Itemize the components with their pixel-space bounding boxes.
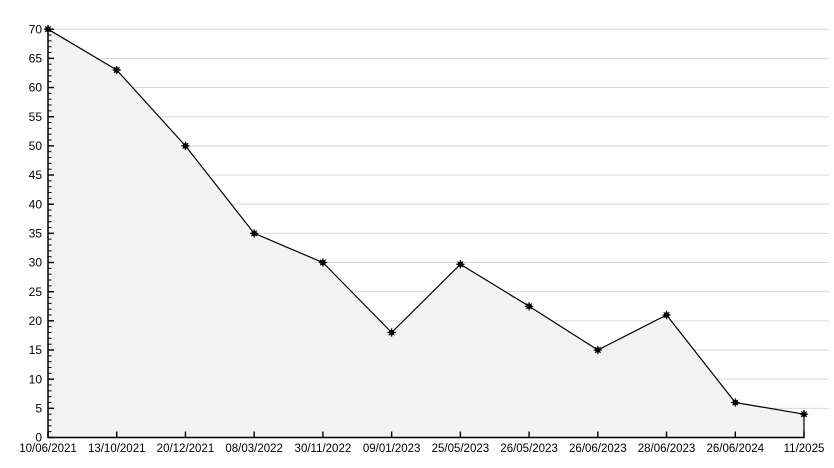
data-point-marker: [43, 25, 53, 34]
x-tick-label: 10/06/2021: [19, 443, 77, 455]
area-fill: [48, 29, 804, 438]
y-tick-label: 35: [29, 227, 43, 241]
x-tick-label: 08/03/2022: [225, 443, 283, 455]
axis-lines: [47, 26, 805, 439]
y-tick-label: 15: [29, 343, 43, 357]
y-tick-label: 40: [29, 197, 43, 211]
x-tick-label: 26/05/2023: [500, 443, 558, 455]
data-point-marker: [181, 141, 190, 151]
x-tick-label: 26/06/2024: [706, 443, 764, 455]
data-point-marker: [249, 229, 259, 238]
y-tick-label: 70: [29, 22, 43, 36]
data-point-marker: [112, 65, 121, 75]
data-point-marker: [456, 260, 465, 269]
x-tick-label: 30/11/2022: [295, 443, 352, 455]
y-tick-label: 60: [29, 81, 43, 95]
y-tick-label: 25: [29, 285, 43, 299]
y-tick-label: 10: [29, 372, 43, 386]
data-point-marker: [318, 258, 328, 267]
x-tick-label: 11/2025: [784, 443, 825, 455]
data-point-marker: [524, 302, 534, 311]
data-point-marker: [662, 310, 671, 320]
x-tick-label: 26/06/2023: [569, 443, 627, 455]
y-tick-label: 45: [29, 168, 43, 182]
data-point-marker: [731, 398, 740, 407]
y-tick-label: 30: [29, 256, 43, 270]
y-tick-label: 5: [35, 402, 42, 416]
y-tick-label: 20: [29, 314, 43, 328]
x-tick-label: 20/12/2021: [157, 443, 215, 455]
x-tick-label: 09/01/2023: [363, 443, 421, 455]
x-tick-label: 25/05/2023: [432, 443, 490, 455]
y-tick-label: 65: [29, 52, 43, 66]
y-tick-label: 50: [29, 139, 43, 153]
x-tick-label: 13/10/2021: [88, 443, 146, 455]
data-point-marker: [593, 345, 603, 355]
data-point-marker: [387, 328, 396, 337]
y-tick-label: 0: [35, 431, 42, 445]
x-tick-label: 28/06/2023: [638, 443, 696, 455]
y-tick-label: 55: [29, 110, 43, 124]
data-point-marker: [799, 409, 809, 419]
